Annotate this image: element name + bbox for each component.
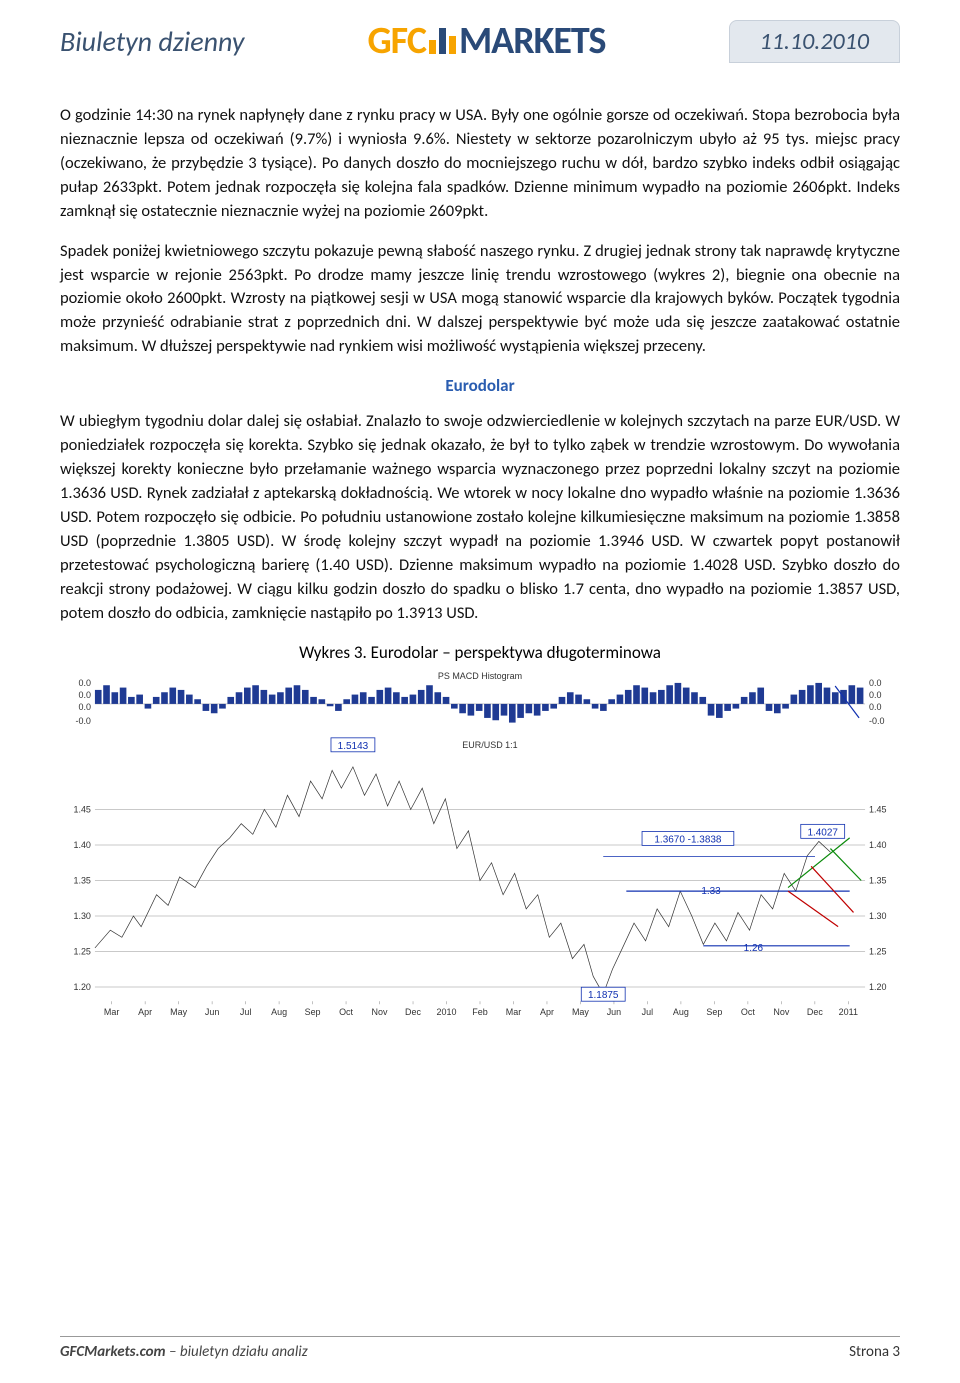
svg-text:Feb: Feb xyxy=(472,1007,487,1017)
svg-text:Dec: Dec xyxy=(807,1007,823,1017)
svg-text:1.40: 1.40 xyxy=(73,839,90,849)
chart-caption: Wykres 3. Eurodolar – perspektywa długot… xyxy=(60,642,900,663)
svg-text:Jun: Jun xyxy=(607,1007,621,1017)
header-date: 11.10.2010 xyxy=(729,20,900,63)
svg-text:-0.0: -0.0 xyxy=(75,715,90,725)
svg-text:May: May xyxy=(170,1007,187,1017)
svg-text:1.30: 1.30 xyxy=(73,911,90,921)
svg-text:-0.0: -0.0 xyxy=(869,715,884,725)
svg-text:Mar: Mar xyxy=(506,1007,521,1017)
svg-text:1.20: 1.20 xyxy=(869,982,886,992)
svg-text:1.45: 1.45 xyxy=(73,804,90,814)
svg-text:1.30: 1.30 xyxy=(869,911,886,921)
svg-text:0.0: 0.0 xyxy=(869,701,881,711)
svg-text:0.0: 0.0 xyxy=(869,677,881,687)
svg-text:1.35: 1.35 xyxy=(869,875,886,885)
svg-text:Aug: Aug xyxy=(673,1007,689,1017)
paragraph-2: Spadek poniżej kwietniowego szczytu poka… xyxy=(60,240,900,360)
paragraph-3: W ubiegłym tygodniu dolar dalej się osła… xyxy=(60,410,900,625)
svg-text:0.0: 0.0 xyxy=(78,677,90,687)
bulletin-title: Biuletyn dzienny xyxy=(60,24,244,59)
svg-text:1.35: 1.35 xyxy=(73,875,90,885)
svg-text:Apr: Apr xyxy=(138,1007,152,1017)
logo-gfc-text: GFC xyxy=(367,18,426,64)
svg-text:1.5143: 1.5143 xyxy=(338,740,369,751)
logo-markets-text: MARKETS xyxy=(459,18,606,64)
eurodolar-chart: PS MACD Histogram 0.0 0.0 0.0 0.0 0.0 0.0 -0.0 -… xyxy=(60,669,900,1020)
svg-text:Oct: Oct xyxy=(339,1007,353,1017)
chart-svg: PS MACD Histogram 0.0 0.0 0.0 0.0 0.0 0.0 -0.0 -… xyxy=(61,670,899,1019)
section-title-eurodolar: Eurodolar xyxy=(60,375,900,396)
page-footer: GFCMarkets.com – biuletyn działu analiz … xyxy=(60,1336,900,1361)
footer-pagenum: Strona 3 xyxy=(849,1343,900,1361)
svg-text:1.25: 1.25 xyxy=(73,946,90,956)
svg-text:Apr: Apr xyxy=(540,1007,554,1017)
svg-text:1.45: 1.45 xyxy=(869,804,886,814)
svg-text:1.26: 1.26 xyxy=(744,942,764,953)
svg-text:Sep: Sep xyxy=(706,1007,722,1017)
svg-text:Jul: Jul xyxy=(642,1007,653,1017)
svg-text:0.0: 0.0 xyxy=(78,689,90,699)
svg-text:1.40: 1.40 xyxy=(869,839,886,849)
svg-text:0.0: 0.0 xyxy=(78,701,90,711)
svg-text:EUR/USD 1:1: EUR/USD 1:1 xyxy=(462,739,517,749)
svg-text:1.25: 1.25 xyxy=(869,946,886,956)
svg-text:Jun: Jun xyxy=(205,1007,219,1017)
brand-logo: GFC MARKETS xyxy=(367,18,605,64)
svg-text:1.4027: 1.4027 xyxy=(807,827,838,838)
svg-text:1.20: 1.20 xyxy=(73,982,90,992)
svg-text:0.0: 0.0 xyxy=(869,689,881,699)
paragraph-1: O godzinie 14:30 na rynek napłynęły dane… xyxy=(60,104,900,224)
svg-text:Aug: Aug xyxy=(271,1007,287,1017)
footer-brand: GFCMarkets.com xyxy=(60,1343,166,1361)
svg-text:Nov: Nov xyxy=(372,1007,388,1017)
svg-text:1.1875: 1.1875 xyxy=(588,990,619,1001)
svg-text:2011: 2011 xyxy=(839,1007,858,1017)
svg-text:Dec: Dec xyxy=(405,1007,421,1017)
footer-left: GFCMarkets.com – biuletyn działu analiz xyxy=(60,1343,308,1361)
footer-subtitle: – biuletyn działu analiz xyxy=(166,1343,308,1361)
svg-text:Mar: Mar xyxy=(104,1007,119,1017)
svg-text:Jul: Jul xyxy=(240,1007,251,1017)
svg-text:May: May xyxy=(572,1007,589,1017)
svg-text:Nov: Nov xyxy=(773,1007,789,1017)
svg-text:PS MACD Histogram: PS MACD Histogram xyxy=(438,670,522,680)
svg-text:Sep: Sep xyxy=(305,1007,321,1017)
svg-text:Oct: Oct xyxy=(741,1007,755,1017)
page-header: Biuletyn dzienny GFC MARKETS 11.10.2010 xyxy=(60,0,900,64)
svg-text:1.3670 -1.3838: 1.3670 -1.3838 xyxy=(654,834,722,845)
svg-text:2010: 2010 xyxy=(437,1007,457,1017)
logo-bars-icon xyxy=(429,28,456,54)
